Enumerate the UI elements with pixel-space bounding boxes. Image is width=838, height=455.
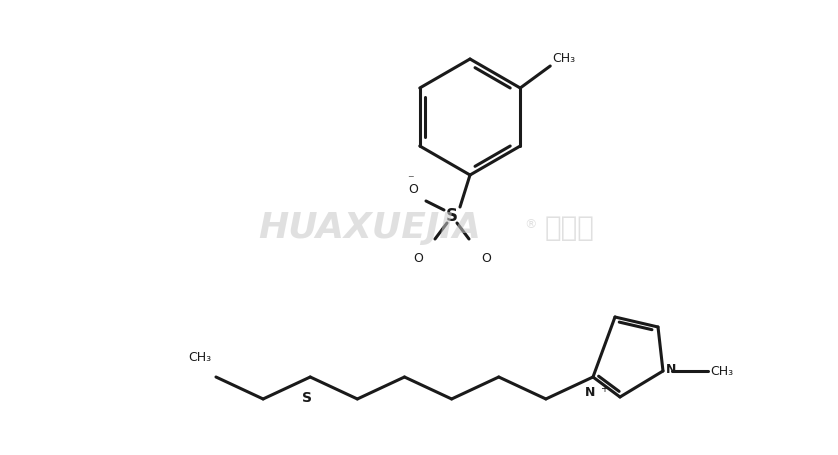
Text: ⁻: ⁻ <box>406 172 413 186</box>
Text: CH₃: CH₃ <box>710 365 733 378</box>
Text: S: S <box>446 207 458 224</box>
Text: N: N <box>666 363 676 376</box>
Text: O: O <box>408 182 418 196</box>
Text: S: S <box>303 390 313 404</box>
Text: +: + <box>600 383 608 393</box>
Text: N: N <box>585 385 595 398</box>
Text: HUAXUEJIA: HUAXUEJIA <box>259 211 482 244</box>
Text: CH₃: CH₃ <box>188 350 211 363</box>
Text: 化学加: 化学加 <box>545 213 595 242</box>
Text: O: O <box>481 252 491 264</box>
Text: O: O <box>413 252 423 264</box>
Text: CH₃: CH₃ <box>552 52 576 65</box>
Text: ®: ® <box>524 218 536 231</box>
